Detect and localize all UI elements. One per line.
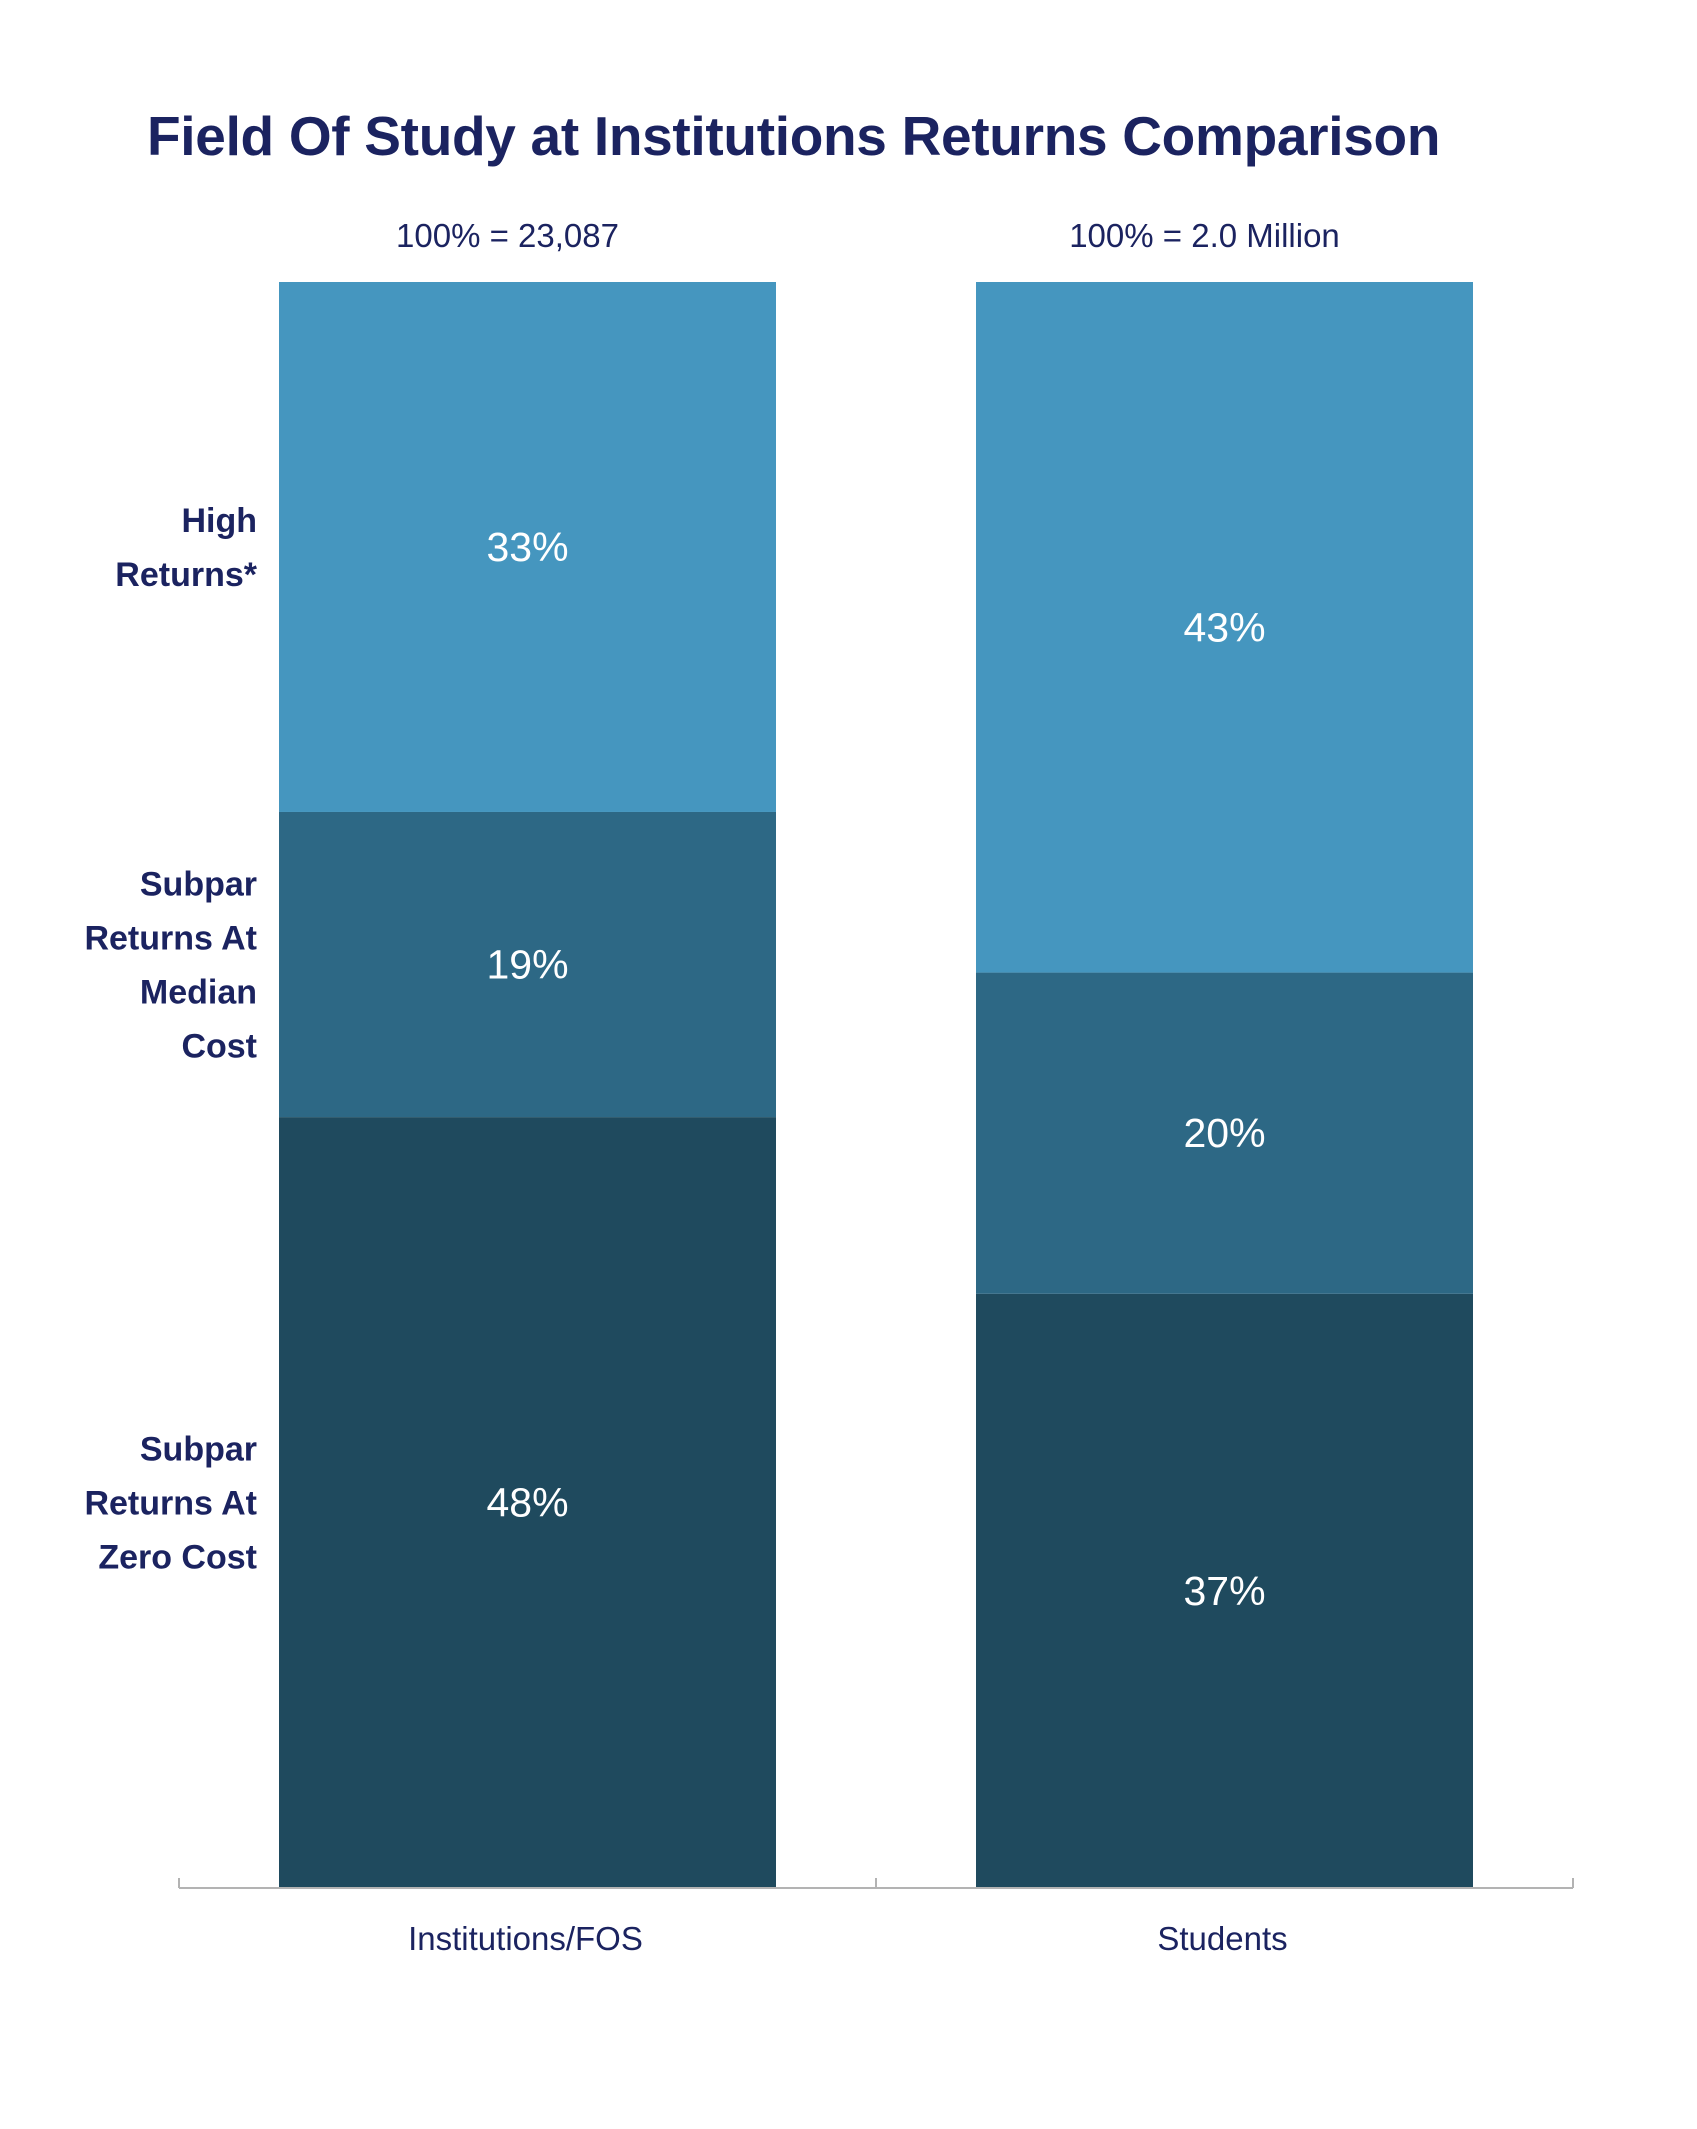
bar-segment [976,972,1473,1294]
series-label: High [181,502,257,540]
series-label: Cost [181,1028,257,1066]
series-label: Subpar [140,1431,257,1469]
bar-segment [279,811,776,1118]
bar-segment [279,282,776,812]
total-label: 100% = 2.0 Million [1069,217,1340,254]
data-label: 43% [1183,604,1265,650]
x-tick-label: Students [1157,1920,1287,1957]
x-tick-label: Institutions/FOS [408,1920,643,1957]
data-label: 33% [486,524,568,570]
bar-segment [279,1117,776,1888]
series-label: Returns At [84,920,257,958]
series-label: Median [140,974,257,1012]
chart-title: Field Of Study at Institutions Returns C… [147,105,1441,167]
data-label: 20% [1183,1110,1265,1156]
bar-segment [976,282,1473,973]
data-label: 48% [486,1480,568,1526]
data-label: 19% [486,942,568,988]
series-label: Returns At [84,1485,257,1523]
bar-segment [976,1293,1473,1888]
series-label: Subpar [140,866,257,904]
series-label: Zero Cost [98,1539,257,1577]
data-label: 37% [1183,1568,1265,1614]
series-label: Returns* [115,556,257,594]
total-label: 100% = 23,087 [396,217,619,254]
